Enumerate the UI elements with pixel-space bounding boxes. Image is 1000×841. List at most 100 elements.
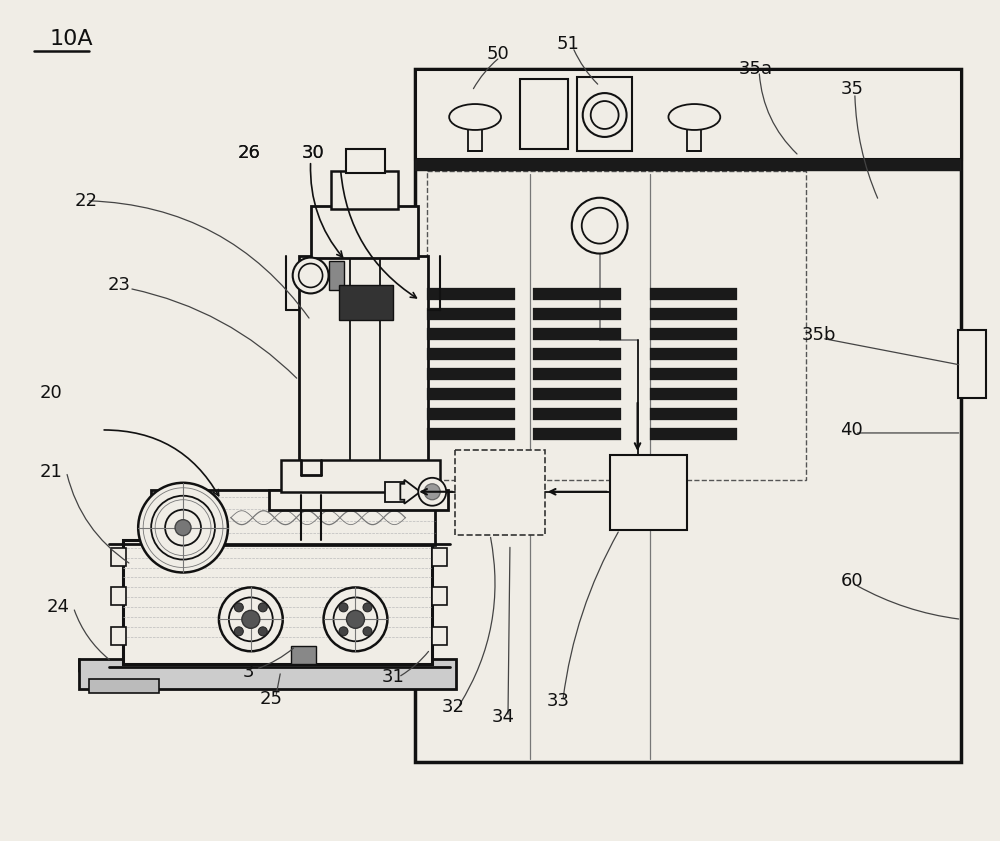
Bar (299, 256, 428, 495)
Circle shape (339, 603, 348, 612)
Text: 22: 22 (75, 192, 98, 209)
Text: 23: 23 (108, 277, 131, 294)
Circle shape (339, 627, 348, 636)
Bar (455, 450, 545, 535)
Bar (311, 206, 418, 257)
Text: 33: 33 (546, 692, 569, 710)
Circle shape (582, 208, 618, 244)
Bar (151, 489, 435, 545)
Circle shape (234, 627, 243, 636)
Bar (468, 129, 482, 151)
Circle shape (347, 611, 364, 628)
Text: 40: 40 (840, 421, 863, 439)
Circle shape (219, 588, 283, 651)
Bar (339, 285, 393, 320)
Circle shape (583, 93, 627, 137)
Bar (415, 69, 961, 762)
Bar (385, 482, 405, 502)
Bar (123, 540, 432, 664)
Text: 35a: 35a (739, 61, 773, 78)
Bar (415, 159, 961, 171)
Circle shape (258, 627, 267, 636)
Bar (610, 455, 687, 530)
Text: 31: 31 (382, 668, 405, 686)
Bar (432, 588, 447, 606)
Bar (533, 348, 621, 360)
Bar (427, 328, 515, 341)
Circle shape (151, 495, 215, 559)
Circle shape (418, 478, 446, 505)
Circle shape (229, 597, 273, 642)
Text: 35: 35 (840, 80, 863, 98)
Text: 21: 21 (40, 463, 63, 481)
Ellipse shape (668, 104, 720, 130)
Circle shape (234, 603, 243, 612)
Bar (111, 588, 126, 606)
Bar (650, 408, 737, 420)
Bar (291, 646, 316, 664)
Bar (111, 547, 126, 565)
Text: 32: 32 (442, 698, 465, 716)
Text: 30: 30 (301, 144, 324, 161)
Bar (350, 256, 380, 495)
Circle shape (242, 611, 260, 628)
Bar (427, 428, 515, 440)
Text: 25: 25 (259, 690, 282, 708)
Bar (427, 309, 515, 320)
Bar (415, 69, 961, 159)
Bar (650, 348, 737, 360)
Text: 26: 26 (237, 144, 260, 161)
Bar (650, 288, 737, 300)
Bar (427, 388, 515, 400)
Bar (269, 489, 448, 510)
Bar (427, 348, 515, 360)
Bar (281, 460, 440, 492)
Circle shape (293, 257, 329, 294)
Bar (687, 129, 701, 151)
Text: 50: 50 (487, 45, 509, 63)
Circle shape (591, 101, 619, 129)
Bar (111, 627, 126, 645)
Bar (432, 627, 447, 645)
Bar (533, 328, 621, 341)
Text: 35b: 35b (802, 326, 836, 344)
Circle shape (572, 198, 628, 253)
Circle shape (299, 263, 323, 288)
Bar (346, 149, 385, 172)
FancyArrow shape (400, 480, 420, 504)
Bar (533, 368, 621, 380)
Ellipse shape (449, 104, 501, 130)
Text: 51: 51 (556, 35, 579, 53)
Bar (432, 547, 447, 565)
Circle shape (363, 627, 372, 636)
Bar (533, 428, 621, 440)
Bar (427, 288, 515, 300)
Bar (533, 408, 621, 420)
Circle shape (424, 484, 440, 500)
Bar (650, 428, 737, 440)
Circle shape (258, 603, 267, 612)
Bar (79, 659, 456, 689)
Bar (650, 368, 737, 380)
Circle shape (334, 597, 377, 642)
Bar (650, 388, 737, 400)
Circle shape (175, 520, 191, 536)
Bar (577, 77, 632, 151)
Bar (427, 171, 806, 480)
Text: 3: 3 (243, 664, 255, 681)
Bar (533, 388, 621, 400)
Text: 20: 20 (40, 384, 63, 402)
Bar (331, 171, 398, 209)
Circle shape (165, 510, 201, 546)
Bar (650, 309, 737, 320)
Bar (958, 331, 986, 398)
Bar (427, 368, 515, 380)
Text: 26: 26 (237, 144, 260, 161)
Text: 30: 30 (301, 144, 324, 161)
Circle shape (363, 603, 372, 612)
Bar (650, 328, 737, 341)
Circle shape (324, 588, 387, 651)
Text: 34: 34 (491, 708, 514, 726)
Bar (520, 79, 568, 149)
Bar (427, 408, 515, 420)
